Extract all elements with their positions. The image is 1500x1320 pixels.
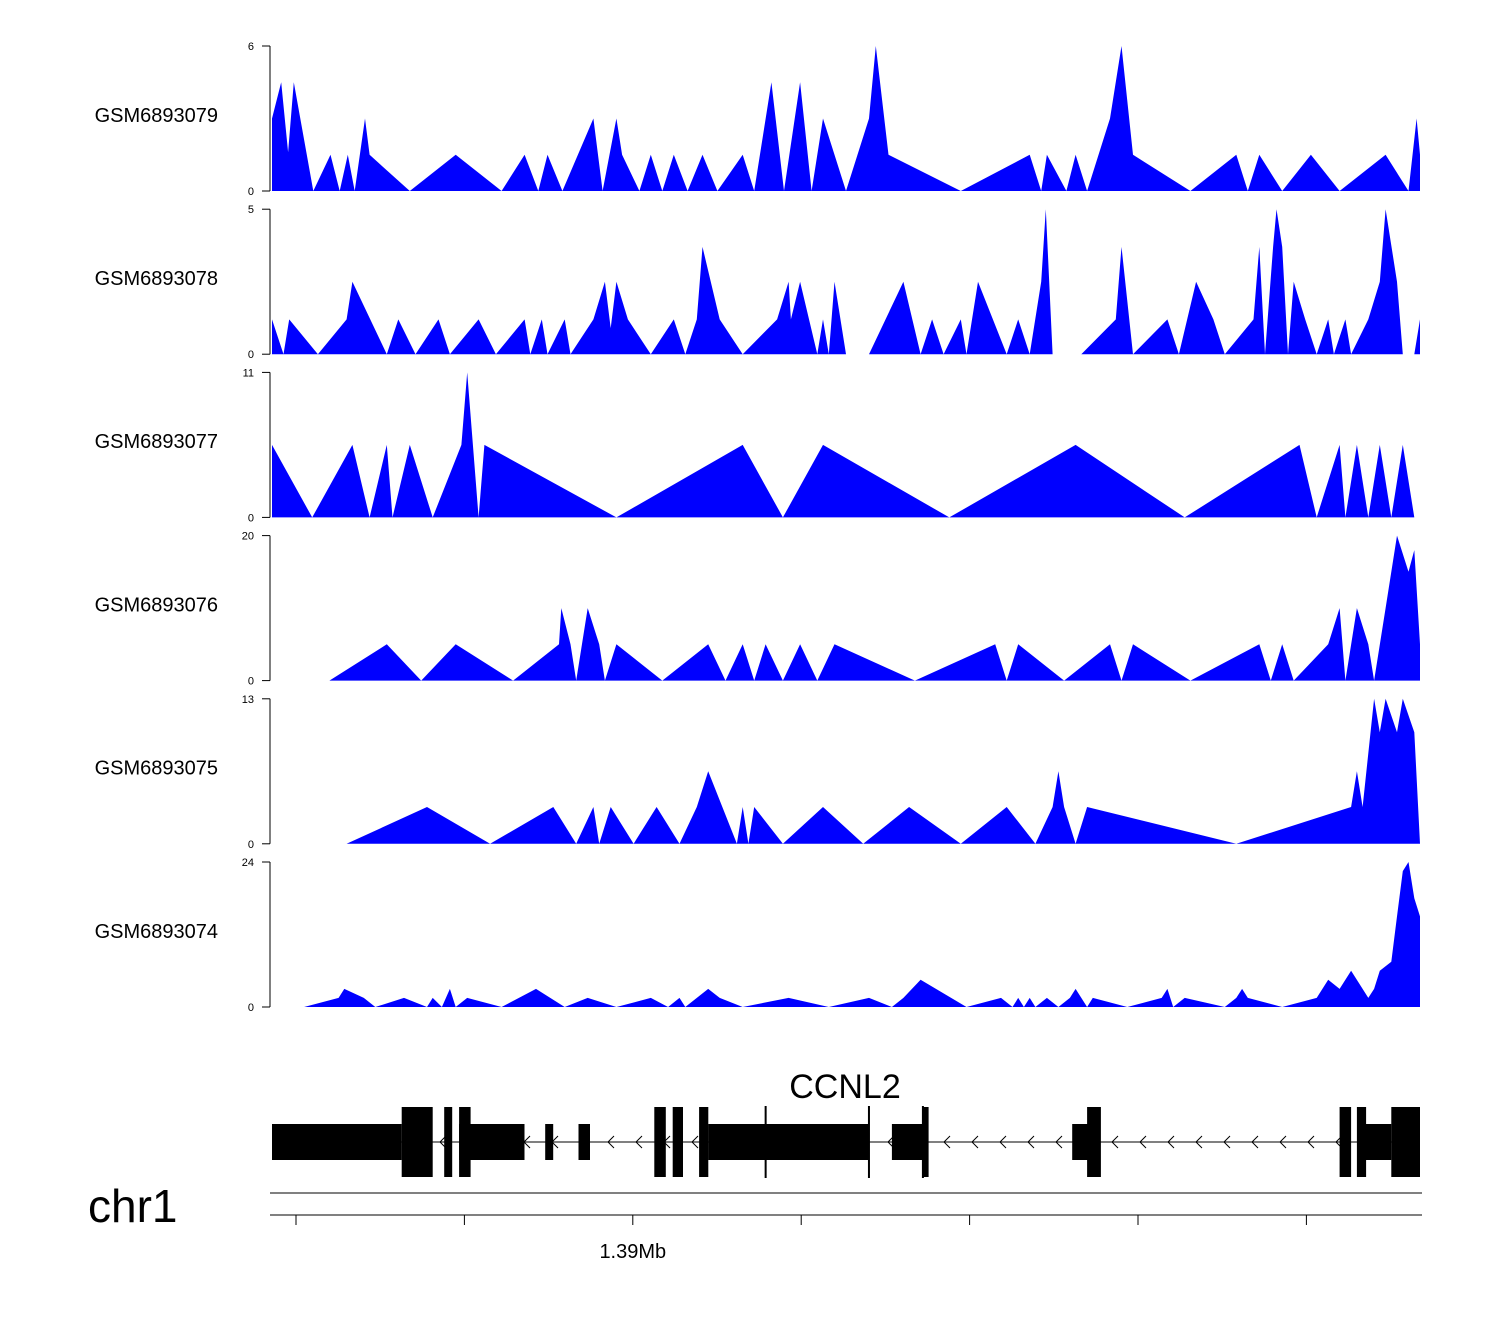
y-tick-label-max: 13 bbox=[242, 694, 254, 706]
exon-utr bbox=[891, 1124, 923, 1160]
strand-arrow bbox=[1251, 1135, 1259, 1149]
strand-arrow bbox=[1167, 1135, 1175, 1149]
exon-utr bbox=[578, 1124, 590, 1160]
chromosome-label: chr1 bbox=[88, 1180, 177, 1232]
coverage-area bbox=[329, 535, 1420, 681]
exon-cds bbox=[459, 1107, 471, 1177]
genomic-axis: chr1 1.39Mb bbox=[88, 1180, 1422, 1263]
exon-cds bbox=[1339, 1107, 1352, 1177]
gene-name-label: CCNL2 bbox=[789, 1068, 900, 1106]
track-label: GSM6893078 bbox=[95, 268, 218, 290]
gene-model-ccnl2: CCNL2 bbox=[272, 1068, 1420, 1178]
exon-cds bbox=[1356, 1107, 1367, 1177]
exon-utr bbox=[708, 1124, 869, 1160]
strand-arrow bbox=[1279, 1135, 1287, 1149]
strand-arrow bbox=[1139, 1135, 1147, 1149]
track-label: GSM6893077 bbox=[95, 431, 218, 453]
track-gsm6893074: GSM6893074 24 0 bbox=[95, 857, 1421, 1014]
strand-arrow bbox=[1111, 1135, 1119, 1149]
strand-arrow bbox=[999, 1135, 1007, 1149]
y-tick-label-min: 0 bbox=[248, 512, 254, 524]
strand-arrow bbox=[1195, 1135, 1203, 1149]
exon-utr bbox=[545, 1124, 554, 1160]
strand-arrow bbox=[635, 1135, 643, 1149]
strand-arrow bbox=[943, 1135, 951, 1149]
exon-cds bbox=[922, 1107, 929, 1177]
track-label: GSM6893075 bbox=[95, 758, 218, 780]
exon-cds bbox=[1391, 1107, 1420, 1177]
track-label: GSM6893079 bbox=[95, 105, 218, 127]
coverage-area bbox=[272, 372, 1415, 518]
y-tick-label-max: 6 bbox=[248, 41, 254, 53]
coverage-area bbox=[272, 209, 1420, 355]
y-tick-label-min: 0 bbox=[248, 1002, 254, 1014]
exon-cds bbox=[654, 1107, 666, 1177]
axis-tick-label: 1.39Mb bbox=[599, 1241, 666, 1263]
strand-arrow bbox=[1055, 1135, 1063, 1149]
exon-cds bbox=[1087, 1107, 1101, 1177]
coverage-area bbox=[346, 698, 1421, 844]
strand-arrow bbox=[1223, 1135, 1231, 1149]
y-tick-label-max: 5 bbox=[248, 204, 254, 216]
exon-cds bbox=[672, 1107, 683, 1177]
strand-arrow bbox=[1027, 1135, 1035, 1149]
track-label: GSM6893076 bbox=[95, 594, 218, 616]
strand-arrow bbox=[439, 1135, 447, 1149]
track-gsm6893079: GSM6893079 6 0 bbox=[95, 41, 1420, 198]
track-gsm6893078: GSM6893078 5 0 bbox=[95, 204, 1420, 361]
y-tick-label-min: 0 bbox=[248, 839, 254, 851]
track-gsm6893077: GSM6893077 11 0 bbox=[95, 367, 1415, 524]
y-tick-label-max: 11 bbox=[243, 367, 254, 379]
exon-cds bbox=[444, 1107, 453, 1177]
coverage-tracks: GSM689307960GSM689307850GSM6893077110GSM… bbox=[95, 41, 1421, 1014]
track-gsm6893075: GSM6893075 13 0 bbox=[95, 694, 1421, 851]
track-label: GSM6893074 bbox=[95, 921, 218, 943]
track-gsm6893076: GSM6893076 20 0 bbox=[95, 531, 1420, 688]
exon-cds bbox=[699, 1107, 709, 1177]
strand-arrow bbox=[1307, 1135, 1315, 1149]
y-tick-label-max: 20 bbox=[242, 531, 254, 543]
y-tick-label-min: 0 bbox=[248, 186, 254, 198]
exon-utr bbox=[1366, 1124, 1392, 1160]
coverage-area bbox=[304, 862, 1421, 1007]
y-tick-label-min: 0 bbox=[248, 676, 254, 688]
strand-arrow bbox=[607, 1135, 615, 1149]
strand-arrow bbox=[691, 1135, 699, 1149]
y-tick-label-min: 0 bbox=[248, 349, 254, 361]
exon-cds bbox=[401, 1107, 433, 1177]
strand-arrow bbox=[971, 1135, 979, 1149]
y-tick-label-max: 24 bbox=[242, 857, 254, 869]
coverage-area bbox=[272, 46, 1420, 191]
exon-utr bbox=[272, 1124, 402, 1160]
